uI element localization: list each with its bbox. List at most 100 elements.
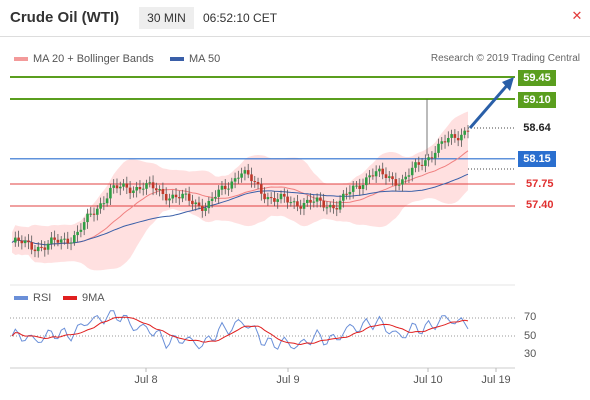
candle-body: [204, 208, 207, 211]
legend-ma50: MA 50: [170, 53, 220, 65]
rsi-swatch: [14, 296, 28, 301]
candle-body: [217, 189, 220, 197]
candle-body: [194, 202, 197, 205]
last-price-tag: 58.64: [518, 120, 556, 136]
candle-body: [92, 213, 96, 215]
candle-body: [174, 194, 178, 198]
candle-body: [40, 246, 43, 248]
legend-rsi: RSI: [14, 292, 51, 304]
candle-body: [299, 206, 302, 209]
candle-body: [273, 198, 276, 202]
candle-body: [358, 185, 361, 189]
candle-body: [374, 171, 378, 177]
candle-body: [43, 247, 47, 250]
candle-body: [207, 201, 211, 209]
candle-body: [119, 186, 122, 189]
candle-body: [253, 181, 257, 183]
candle-body: [191, 200, 194, 205]
candle-body: [105, 198, 109, 204]
candle-body: [440, 141, 444, 144]
candle-body: [296, 201, 299, 207]
x-tick-jul19: Jul 19: [481, 374, 511, 386]
candle-body: [384, 174, 388, 178]
timeframe-button[interactable]: 30 MIN: [139, 7, 194, 29]
candle-body: [223, 185, 227, 190]
candle-body: [161, 189, 165, 194]
candle-body: [328, 204, 332, 208]
candle-body: [447, 138, 450, 143]
candle-body: [404, 176, 407, 180]
candle-body: [59, 239, 63, 243]
candle-body: [197, 202, 201, 206]
candle-body: [338, 200, 342, 210]
candle-body: [132, 190, 135, 193]
candle-body: [27, 240, 30, 243]
candle-body: [388, 176, 391, 178]
candle-body: [279, 193, 283, 200]
forecast-arrow-head: [502, 77, 514, 91]
rsi-tick-30: 30: [524, 348, 537, 360]
candle-body: [286, 196, 289, 203]
candle-body: [292, 201, 296, 203]
candle-body: [210, 198, 214, 201]
candle-body: [56, 239, 60, 243]
candle-body: [345, 193, 348, 195]
candle-body: [391, 176, 394, 180]
candle-body: [178, 197, 181, 199]
candle-body: [417, 162, 421, 165]
candle-body: [138, 187, 142, 190]
candle-body: [371, 175, 375, 177]
pivot-tag: 58.15: [518, 151, 556, 167]
candle-body: [17, 237, 20, 241]
candle-body: [289, 202, 293, 204]
candle-body: [187, 193, 191, 201]
candle-body: [378, 168, 381, 172]
candle-body: [368, 175, 371, 178]
candle-body: [460, 134, 463, 141]
support-1-label: 57.75: [526, 178, 554, 190]
candle-body: [319, 197, 322, 201]
candle-body: [141, 188, 145, 190]
candle-body: [240, 173, 243, 178]
legend-ma20-label: MA 20 + Bollinger Bands: [33, 53, 154, 65]
candle-body: [128, 187, 132, 194]
candle-body: [63, 238, 66, 240]
candle-body: [79, 229, 83, 232]
legend-9ma: 9MA: [63, 292, 105, 304]
candle-body: [112, 185, 115, 188]
rsi-tick-70: 70: [524, 311, 537, 323]
candle-body: [230, 181, 234, 189]
candle-body: [302, 203, 306, 209]
candle-body: [148, 182, 152, 184]
candle-body: [246, 170, 250, 175]
candle-body: [430, 157, 434, 159]
candle-body: [410, 167, 414, 176]
rsi-line: [11, 310, 469, 350]
candle-body: [424, 160, 427, 166]
candle-body: [420, 164, 424, 166]
candle-body: [283, 193, 286, 197]
close-icon[interactable]: ✕: [571, 8, 583, 23]
candle-body: [315, 197, 319, 202]
candle-body: [181, 193, 184, 199]
candle-body: [322, 200, 325, 208]
candle-body: [164, 194, 168, 201]
candle-body: [20, 240, 24, 244]
candle-body: [266, 197, 270, 200]
instrument-title: Crude Oil (WTI): [10, 9, 120, 26]
candle-body: [155, 188, 158, 191]
candle-body: [86, 213, 89, 223]
legend-rsi-label: RSI: [33, 292, 52, 304]
candle-body: [36, 246, 40, 252]
candle-body: [394, 179, 398, 186]
candle-body: [53, 237, 56, 240]
candle-body: [227, 188, 230, 190]
candle-body: [66, 238, 70, 244]
candle-body: [30, 242, 33, 250]
candle-body: [184, 193, 188, 195]
candle-body: [220, 185, 224, 190]
candle-body: [325, 207, 329, 209]
chart-header: Crude Oil (WTI) 30 MIN 06:52:10 CET ✕: [0, 0, 590, 36]
rsi-9ma-line: [11, 316, 469, 346]
